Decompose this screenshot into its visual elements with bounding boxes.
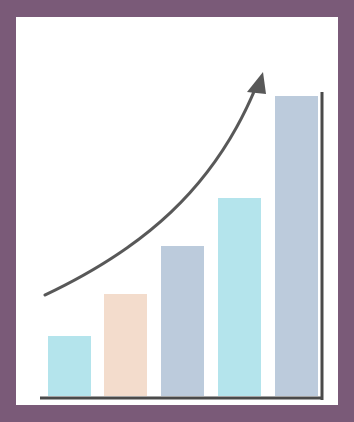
- bar-2: [104, 294, 147, 396]
- bars-group: [48, 96, 318, 396]
- bar-3: [161, 246, 204, 396]
- bar-4: [218, 198, 261, 396]
- growth-arrow-icon: [43, 80, 260, 297]
- bar-5: [275, 96, 318, 396]
- bar-1: [48, 336, 91, 396]
- arrowhead-icon: [247, 72, 266, 94]
